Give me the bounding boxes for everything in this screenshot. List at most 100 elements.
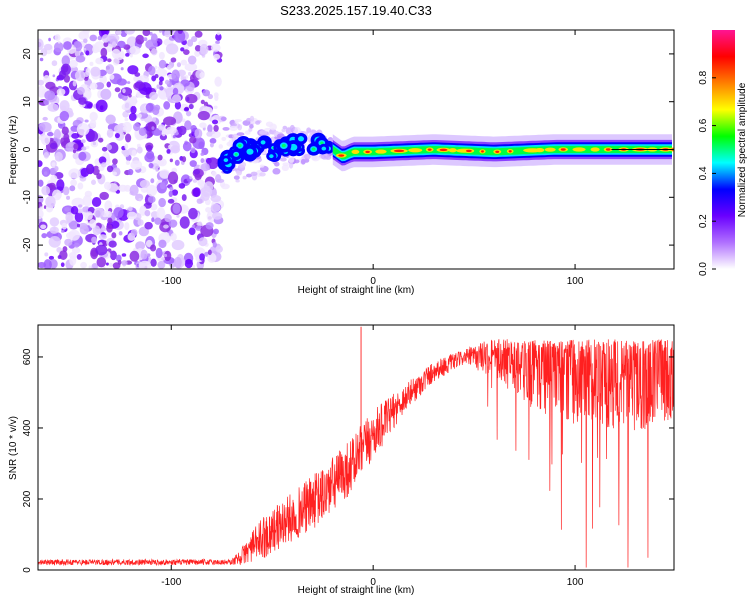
noise-blob [105, 64, 115, 75]
noise-blob [184, 62, 198, 72]
noise-blob [154, 73, 159, 79]
noise-blob [179, 216, 190, 229]
noise-blob [95, 244, 108, 256]
x-tick-label: 100 [567, 577, 584, 588]
noise-blob [38, 38, 44, 51]
ridge-segment-yellow [572, 147, 586, 152]
transition-halo-blob [215, 178, 225, 183]
noise-blob [70, 205, 79, 215]
noise-blob [150, 258, 157, 267]
noise-blob [78, 204, 83, 208]
noise-blob [77, 86, 85, 95]
noise-blob [129, 96, 137, 107]
transition-halo-blob [233, 175, 240, 180]
ridge-segment-yellow [375, 149, 387, 154]
noise-blob [211, 171, 217, 177]
transition-blob-core [281, 144, 286, 148]
noise-blob [170, 57, 177, 63]
noise-blob [163, 224, 169, 229]
noise-blob [107, 132, 111, 136]
noise-blob [104, 156, 111, 166]
noise-blob [87, 85, 90, 89]
noise-blob [176, 62, 182, 68]
noise-blob [138, 226, 150, 237]
noise-blob [167, 171, 179, 185]
noise-blob [80, 261, 87, 269]
noise-blob [207, 249, 212, 256]
noise-blob [120, 67, 124, 71]
noise-blob [171, 239, 185, 251]
noise-blob [118, 231, 123, 236]
noise-blob [155, 247, 163, 259]
transition-halo-blob [320, 153, 330, 160]
noise-blob [199, 253, 205, 261]
noise-blob [48, 235, 61, 248]
noise-blob [149, 31, 153, 36]
ridge-segment-yellow [534, 148, 545, 153]
colorbar-tick-label: 0.4 [698, 166, 709, 180]
ridge-segment-red [427, 148, 432, 151]
ridge-segment-yellow [448, 148, 457, 153]
noise-blob [79, 225, 89, 235]
noise-blob [60, 262, 65, 268]
transition-blob-mid [297, 136, 305, 142]
colorbar-tick-label: 0.0 [698, 262, 709, 276]
transition-halo-blob [222, 126, 230, 131]
noise-blob [214, 76, 222, 87]
noise-blob [124, 222, 130, 231]
transition-halo-blob [281, 164, 290, 172]
transition-halo-blob [237, 124, 243, 131]
x-tick-label: 0 [370, 276, 376, 287]
noise-blob [94, 82, 105, 90]
noise-blob [192, 187, 201, 198]
ridge-segment-red [439, 148, 448, 152]
noise-blob [156, 84, 160, 89]
noise-blob [86, 165, 94, 174]
noise-blob [76, 223, 81, 228]
noise-blob [165, 43, 179, 55]
transition-blob-core [320, 141, 324, 145]
noise-blob [54, 34, 61, 42]
noise-blob [55, 155, 60, 161]
noise-blob [101, 146, 108, 152]
noise-blob [215, 40, 220, 44]
transition-halo-blob [248, 127, 253, 132]
noise-blob [101, 34, 110, 43]
noise-blob [159, 86, 164, 91]
noise-blob [114, 87, 121, 93]
y-tick-label: 0 [22, 567, 33, 573]
noise-blob [200, 186, 213, 197]
transition-halo-blob [279, 157, 287, 162]
noise-blob [207, 124, 213, 133]
noise-blob [202, 89, 211, 97]
noise-blob [45, 81, 56, 90]
transition-halo-blob [236, 132, 245, 136]
noise-blob [194, 128, 203, 139]
noise-blob [150, 48, 158, 56]
noise-blob [135, 34, 145, 45]
transition-blob-mid [289, 143, 298, 151]
noise-blob [83, 71, 90, 78]
noise-blob [92, 225, 101, 236]
noise-blob [69, 59, 78, 68]
noise-blob [109, 74, 115, 80]
noise-blob [196, 198, 203, 204]
noise-blob [172, 87, 179, 96]
noise-blob [85, 211, 93, 221]
colorbar-tick-label: 0.2 [698, 214, 709, 228]
noise-blob [91, 179, 96, 185]
noise-blob [92, 45, 99, 54]
transition-halo-blob [304, 153, 311, 160]
noise-blob [166, 64, 172, 70]
noise-blob [91, 196, 102, 207]
noise-blob [136, 146, 143, 154]
noise-blob [147, 121, 157, 132]
snr-y-ticks: 0 200 400 600 [22, 348, 674, 573]
noise-blob [159, 76, 165, 82]
noise-blob [127, 168, 134, 176]
ridge-segment-red [605, 148, 611, 151]
transition-blob-mid [260, 140, 266, 145]
noise-blob [89, 111, 98, 122]
noise-blob [127, 206, 133, 212]
